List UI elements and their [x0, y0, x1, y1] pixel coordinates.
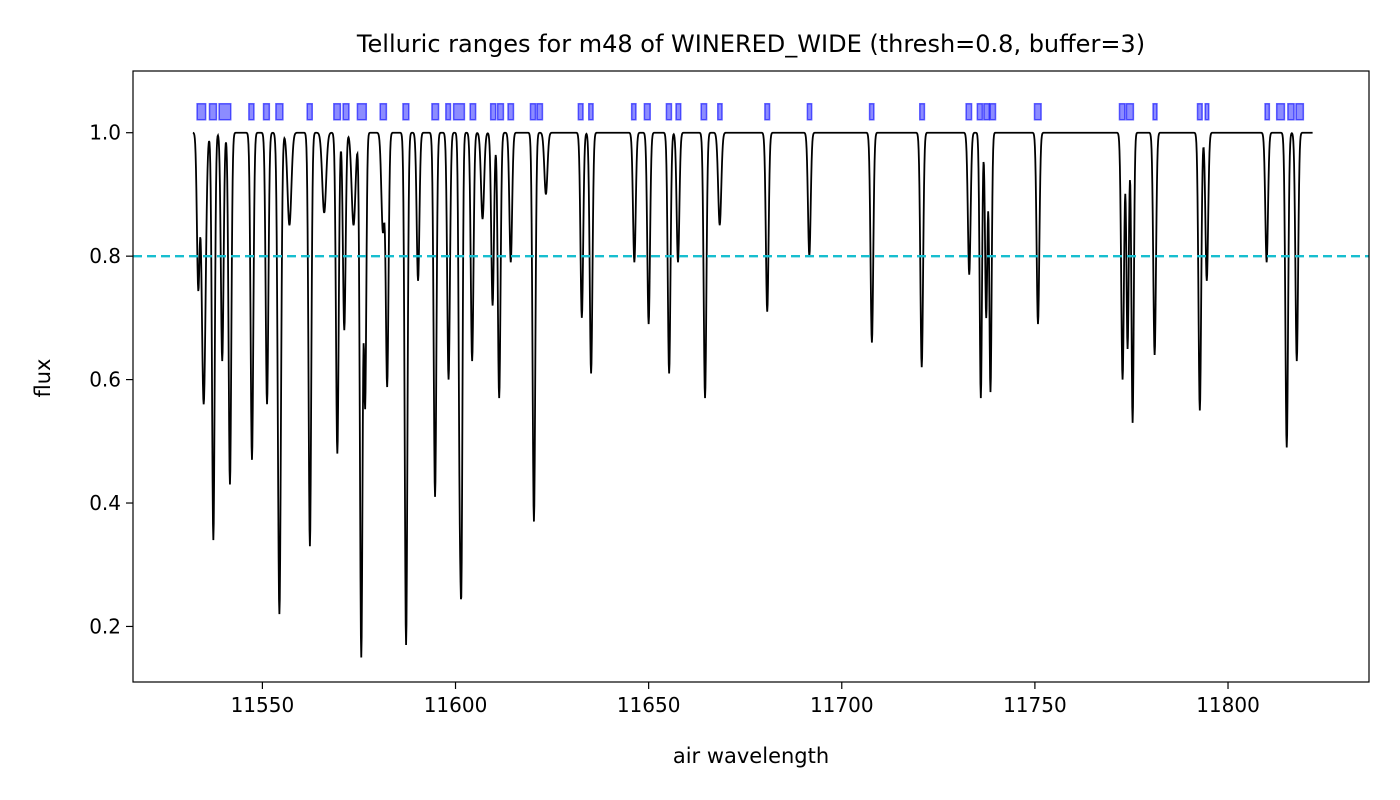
telluric-range — [965, 102, 973, 121]
telluric-range — [431, 102, 440, 121]
x-tick-label: 11550 — [231, 693, 295, 717]
telluric-range — [452, 102, 466, 121]
y-axis-label: flux — [31, 359, 55, 398]
telluric-range — [1264, 102, 1271, 121]
telluric-range — [577, 102, 584, 121]
telluric-range — [529, 102, 537, 121]
x-tick-label: 11750 — [1003, 693, 1067, 717]
x-tick-label: 11600 — [424, 693, 488, 717]
telluric-range — [1152, 102, 1158, 121]
y-tick-label: 0.4 — [89, 491, 121, 515]
telluric-range — [1118, 102, 1126, 121]
chart-title: Telluric ranges for m48 of WINERED_WIDE … — [356, 30, 1145, 58]
telluric-range — [588, 102, 594, 121]
telluric-range — [806, 102, 813, 121]
telluric-range — [700, 102, 708, 121]
x-axis-label: air wavelength — [673, 744, 829, 768]
telluric-range — [356, 102, 368, 121]
telluric-range — [764, 102, 771, 121]
telluric-range — [489, 102, 497, 121]
telluric-range — [1033, 102, 1042, 121]
telluric-range — [208, 102, 218, 121]
telluric-range — [507, 102, 515, 121]
telluric-range — [1125, 102, 1135, 121]
telluric-range — [1275, 102, 1286, 121]
y-tick-label: 0.6 — [89, 368, 121, 392]
telluric-range — [1287, 102, 1295, 121]
telluric-range — [919, 102, 926, 121]
telluric-range — [342, 102, 350, 121]
telluric-range — [218, 102, 232, 121]
telluric-range — [445, 102, 452, 121]
telluric-range — [665, 102, 673, 121]
plot-frame — [132, 70, 1370, 683]
telluric-range — [469, 102, 477, 121]
telluric-range — [630, 102, 637, 121]
y-tick-label: 1.0 — [89, 121, 121, 145]
telluric-range — [496, 102, 505, 121]
spectrum-layer — [192, 131, 1313, 658]
telluric-range — [717, 102, 723, 121]
telluric-range — [983, 102, 991, 121]
spectrum-line — [192, 131, 1313, 658]
telluric-range — [402, 102, 410, 121]
x-tick-label: 11650 — [617, 693, 681, 717]
telluric-range — [1204, 102, 1210, 121]
telluric-range — [536, 102, 544, 121]
y-tick-label: 0.8 — [89, 244, 121, 268]
telluric-range — [989, 102, 997, 121]
telluric-range-markers — [196, 102, 1305, 121]
telluric-range — [976, 102, 984, 121]
telluric-range — [262, 102, 271, 121]
telluric-range — [868, 102, 875, 121]
x-tick-label: 11700 — [810, 693, 874, 717]
y-axis-ticks: 0.2 0.4 0.6 0.8 1.0 — [89, 121, 133, 638]
telluric-range — [379, 102, 388, 121]
telluric-range — [675, 102, 682, 121]
telluric-range — [275, 102, 284, 121]
telluric-range — [1295, 102, 1305, 121]
y-tick-label: 0.2 — [89, 614, 121, 638]
telluric-range — [333, 102, 342, 121]
telluric-range — [306, 102, 313, 121]
telluric-range — [248, 102, 255, 121]
x-axis-ticks: 11550 11600 11650 11700 11750 11800 — [231, 682, 1260, 717]
x-tick-label: 11800 — [1196, 693, 1260, 717]
telluric-range — [196, 102, 207, 121]
telluric-range — [1196, 102, 1203, 121]
telluric-range — [643, 102, 651, 121]
